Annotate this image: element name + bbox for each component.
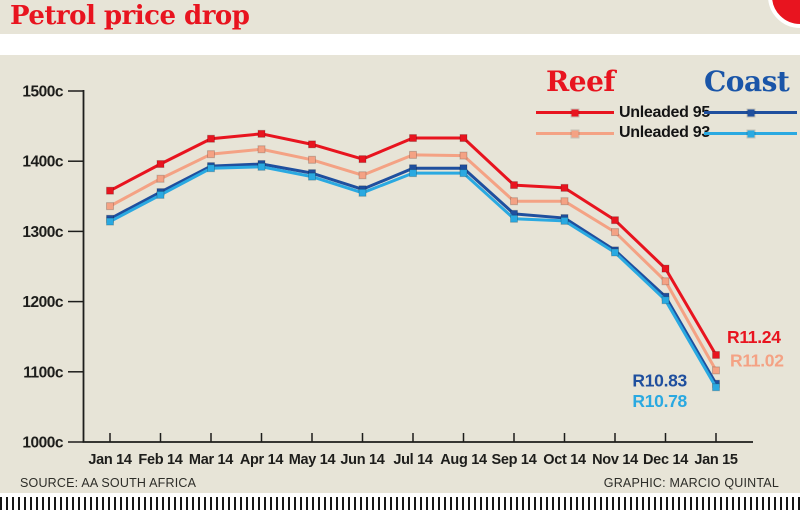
x-tick-label: May 14 [289,452,336,468]
data-point-coast-93 [156,190,165,199]
data-point-reef-93 [156,174,165,183]
data-point-reef-93 [308,155,316,164]
data-point-reef-95 [257,129,266,138]
data-point-coast-93 [257,162,266,171]
data-point-reef-93 [207,150,215,159]
data-point-coast-93 [661,296,670,305]
y-tick-label: 1300c [22,224,63,241]
x-tick-label: Jul 14 [393,452,433,468]
data-point-reef-93 [510,197,518,206]
legend-group-coast: Coast [704,65,790,98]
x-tick-label: Oct 14 [543,452,586,468]
header-bar: Petrol price drop [0,0,800,34]
data-point-reef-93 [459,151,468,160]
series-line-coast-93 [109,165,718,388]
legend-marker-icon [571,130,579,137]
chart-panel: 1000c 1100c 1200c 1300c 1400c 1500c Jan 14 Feb … [0,55,800,493]
data-point-reef-95 [156,160,165,169]
x-tick-label: Sep 14 [492,452,537,468]
x-tick-label: Dec 14 [643,452,688,468]
data-point-reef-93 [106,202,114,211]
y-tick-label: 1200c [22,294,63,311]
red-corner-circle-decoration [768,0,800,28]
data-point-coast-93 [207,164,215,173]
data-point-reef-95 [510,181,518,190]
data-point-reef-93 [358,171,367,180]
data-point-coast-93 [106,217,114,226]
data-point-reef-93 [560,197,569,206]
x-tick-label: Jan 15 [694,452,738,468]
y-tick-label: 1500c [22,84,63,101]
data-point-coast-93 [308,172,316,181]
data-point-coast-93 [510,214,518,223]
data-point-reef-95 [106,186,114,195]
data-point-reef-95 [358,155,367,164]
x-tick-label: Aug 14 [440,452,487,468]
legend-line-coast-unleaded-95 [704,109,797,116]
data-point-coast-93 [358,188,367,197]
price-line-chart: 1000c 1100c 1200c 1300c 1400c 1500c Jan 14 Feb … [22,84,784,469]
data-point-reef-95 [409,134,417,143]
y-tick-label: 1100c [23,364,64,381]
data-point-coast-93 [611,248,619,257]
data-point-coast-93 [560,216,569,225]
data-point-reef-95 [661,264,670,273]
data-point-reef-95 [712,350,720,359]
data-point-reef-93 [409,150,417,159]
source-credit: SOURCE: AA SOUTH AFRICA [20,476,197,490]
y-tick-label: 1000c [22,435,63,452]
x-tick-label: Jun 14 [340,452,384,468]
end-value-label-coast-93: R10.78 [632,391,687,411]
data-point-reef-95 [207,134,215,143]
data-point-reef-95 [611,216,619,225]
series-line-coast-95 [109,162,718,385]
data-point-reef-95 [459,134,468,143]
graphic-credit: GRAPHIC: MARCIO QUINTAL [603,476,779,490]
legend-row-label-unleaded-95: Unleaded 95 [619,104,710,121]
data-point-reef-95 [308,140,316,149]
legend-group-reef: Reef [546,65,615,98]
x-tick-label: Apr 14 [240,452,284,468]
legend-marker-icon [571,109,579,116]
x-tick-label: Jan 14 [88,452,132,468]
y-tick-label: 1400c [22,154,63,171]
end-value-label-reef-93: R11.02 [730,350,784,370]
data-point-reef-93 [257,145,266,154]
x-tick-label: Nov 14 [592,452,638,468]
end-value-label-reef-95: R11.24 [727,327,781,347]
data-point-reef-93 [712,366,720,375]
decorative-stripes [0,497,800,510]
end-value-label-coast-95: R10.83 [632,371,687,391]
data-point-reef-95 [560,183,569,192]
data-point-reef-93 [611,228,619,237]
legend-marker-icon [747,130,754,137]
data-point-coast-93 [409,169,417,178]
page-title: Petrol price drop [10,1,250,31]
legend-row-label-unleaded-93: Unleaded 93 [619,124,710,141]
data-point-coast-93 [459,169,468,178]
x-tick-label: Feb 14 [138,452,182,468]
data-point-coast-93 [712,383,720,392]
legend-line-coast-unleaded-93 [704,130,797,137]
legend-marker-icon [747,109,754,116]
legend-line-reef-unleaded-95 [536,109,614,116]
data-point-reef-93 [661,277,670,286]
legend-line-reef-unleaded-93 [536,130,614,137]
x-tick-label: Mar 14 [189,452,233,468]
